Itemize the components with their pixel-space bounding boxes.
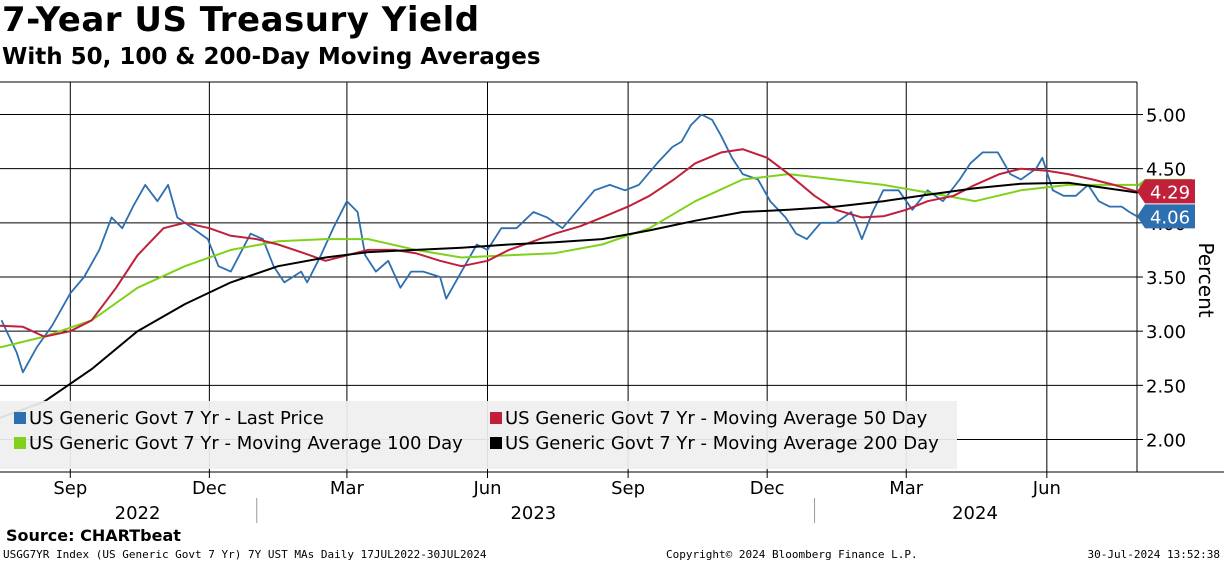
y-tick-label: 3.50 — [1146, 268, 1186, 289]
footer-copyright: Copyright© 2024 Bloomberg Finance L.P. — [666, 548, 918, 561]
series-line-ma100 — [0, 173, 1137, 349]
legend-swatch-ma200 — [490, 437, 502, 449]
x-tick-label: Mar — [889, 478, 924, 499]
legend-label-ma50: US Generic Govt 7 Yr - Moving Average 50… — [505, 408, 928, 429]
last-value-badge-price — [1137, 204, 1195, 229]
y-tick-label: 2.50 — [1146, 376, 1186, 397]
y-tick-label: 5.00 — [1146, 106, 1186, 127]
last-value-badge-ma50 — [1137, 179, 1195, 204]
y-tick-label: 3.00 — [1146, 322, 1186, 343]
year-label: 2023 — [510, 503, 556, 524]
x-tick-label: Sep — [611, 478, 645, 499]
source-label: Source: CHARTbeat — [6, 526, 181, 545]
legend-label-ma200: US Generic Govt 7 Yr - Moving Average 20… — [505, 433, 939, 454]
chart-subtitle: With 50, 100 & 200-Day Moving Averages — [2, 44, 541, 70]
chart-title: 7-Year US Treasury Yield — [2, 0, 480, 40]
legend-label-price: US Generic Govt 7 Yr - Last Price — [29, 408, 324, 429]
year-label: 2022 — [115, 503, 161, 524]
legend-swatch-ma100 — [14, 437, 26, 449]
legend-label-ma100: US Generic Govt 7 Yr - Moving Average 10… — [29, 433, 463, 454]
series-line-price — [0, 113, 1138, 374]
last-value-text-ma50: 4.29 — [1150, 182, 1190, 203]
x-tick-label: Mar — [330, 478, 365, 499]
x-tick-label: Sep — [53, 478, 87, 499]
legend-box — [0, 401, 957, 469]
x-tick-label: Dec — [192, 478, 227, 499]
last-value-text-price: 4.06 — [1150, 207, 1190, 228]
year-label: 2024 — [952, 503, 998, 524]
x-tick-label: Dec — [750, 478, 785, 499]
y-axis-title: Percent — [1194, 242, 1218, 317]
series-line-ma50 — [0, 148, 1138, 338]
x-tick-label: Jun — [472, 478, 501, 499]
footer-timestamp: 30-Jul-2024 13:52:38 — [1087, 548, 1220, 561]
y-tick-label: 4.50 — [1146, 160, 1186, 181]
legend-swatch-price — [14, 412, 26, 424]
y-tick-label: 2.00 — [1146, 431, 1186, 452]
legend-swatch-ma50 — [490, 412, 502, 424]
series-line-ma200 — [0, 181, 1138, 419]
footer-index-info: USGG7YR Index (US Generic Govt 7 Yr) 7Y … — [3, 548, 487, 561]
x-tick-label: Jun — [1032, 478, 1061, 499]
